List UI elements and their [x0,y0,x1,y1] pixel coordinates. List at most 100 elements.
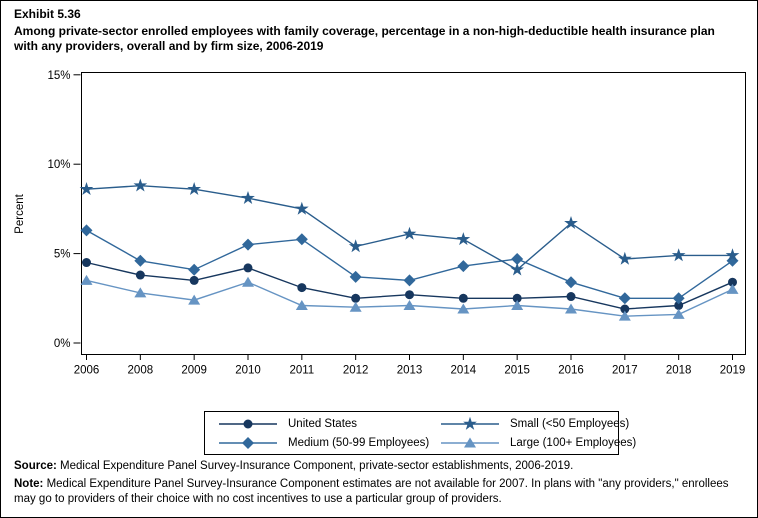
series-large-100-employees [80,274,739,321]
legend-item-large-100-employees: Large (100+ Employees) [439,434,636,452]
marker-circle [297,283,307,293]
marker-circle [728,277,737,287]
x-tick-label: 2011 [289,365,314,377]
marker-diamond [188,263,201,276]
legend-item-medium-50-99-employees: Medium (50-99 Employees) [217,434,439,452]
marker-triangle [464,437,476,447]
marker-star [463,416,477,430]
chart-legend: United States Small (<50 Employees) Medium… [204,411,636,455]
x-tick-label: 2019 [720,365,746,377]
marker-diamond [242,238,254,251]
marker-star [402,226,417,240]
marker-triangle [295,299,308,310]
series-united-states [82,258,737,314]
source-label: Source: [14,460,57,472]
marker-triangle [242,276,254,287]
marker-circle [135,270,145,280]
marker-triangle [80,274,93,285]
marker-star [725,248,740,262]
x-axis: 2006 2008 2009 2010 2011 2012 2013 2014 2015 2016… [74,354,746,377]
legend-item-united-states: United States [217,415,439,433]
marker-triangle [188,294,201,305]
x-tick-label: 2008 [128,365,154,377]
y-tick-label: 5% [54,249,71,261]
marker-diamond [511,252,524,265]
footnotes: Source: Medical Expenditure Panel Survey… [14,459,748,507]
marker-triangle [134,287,147,298]
marker-triangle [457,303,470,314]
marker-star [617,251,632,265]
x-tick-label: 2013 [397,365,423,377]
marker-star [79,182,94,196]
marker-triangle [403,299,416,310]
marker-star [187,182,202,196]
marker-diamond [134,254,147,267]
legend-label: Medium (50-99 Employees) [288,436,430,449]
series-small-50-employees [79,178,740,276]
x-tick-label: 2014 [451,365,477,377]
x-tick-label: 2012 [343,365,369,377]
marker-triangle [726,283,739,294]
series-line [86,229,733,299]
x-tick-label: 2010 [235,365,261,377]
marker-star [133,178,148,192]
y-tick-label: 15% [47,70,70,82]
x-tick-label: 2006 [74,365,100,377]
marker-diamond [457,260,470,273]
legend-marker-circle-icon [219,419,277,428]
marker-diamond [349,270,362,283]
marker-circle [566,292,576,302]
x-tick-label: 2009 [181,365,207,377]
marker-diamond [565,276,577,289]
marker-circle [82,258,91,268]
x-tick-label: 2017 [612,365,638,377]
marker-circle [620,304,630,314]
chart-header: Exhibit 5.36 Among private-sector enroll… [14,7,738,54]
plot-frame [81,72,746,355]
marker-star [564,216,578,230]
marker-circle [351,293,361,303]
marker-circle [512,293,522,303]
marker-diamond [618,292,631,305]
x-tick-label: 2016 [558,365,584,377]
marker-star [510,262,525,276]
source-text: Medical Expenditure Panel Survey-Insuran… [56,460,574,472]
legend-marker-diamond-icon [219,436,277,449]
marker-circle [189,275,199,285]
marker-circle [243,263,253,273]
marker-diamond [295,233,308,246]
source-line: Source: Medical Expenditure Panel Survey… [14,459,748,474]
legend-item-small-50-employees: Small (<50 Employees) [439,415,636,433]
legend-label: United States [288,417,358,430]
y-axis-title: Percent [14,193,26,233]
series-medium-50-99-employees [80,224,739,305]
y-tick-label: 10% [47,159,70,171]
marker-triangle [511,299,524,310]
note-text: Medical Expenditure Panel Survey-Insuran… [14,478,729,505]
legend-marker-triangle-icon [441,437,499,447]
legend-label: Large (100+ Employees) [510,436,637,449]
marker-triangle [349,301,362,312]
marker-diamond [242,436,254,449]
x-tick-label: 2015 [504,365,530,377]
marker-circle [405,290,414,300]
y-tick-label: 0% [54,338,71,350]
y-axis: 0% 5% 10% 15% [47,70,81,350]
x-tick-label: 2018 [666,365,692,377]
marker-star [241,190,255,204]
plot-area: 0%5%10%15%2006 2008 2009 2010 2011 2012 2013 20… [47,70,746,377]
marker-circle [458,293,468,303]
note-label: Note: [14,478,44,490]
marker-diamond [403,274,416,287]
marker-star [294,201,309,215]
legend-label: Small (<50 Employees) [510,417,630,430]
marker-diamond [80,224,93,237]
note-line: Note: Medical Expenditure Panel Survey-I… [14,477,748,507]
legend-marker-star-icon [441,416,499,430]
marker-triangle [618,310,631,321]
marker-star [456,232,471,246]
marker-diamond [672,292,685,305]
marker-triangle [672,308,685,319]
